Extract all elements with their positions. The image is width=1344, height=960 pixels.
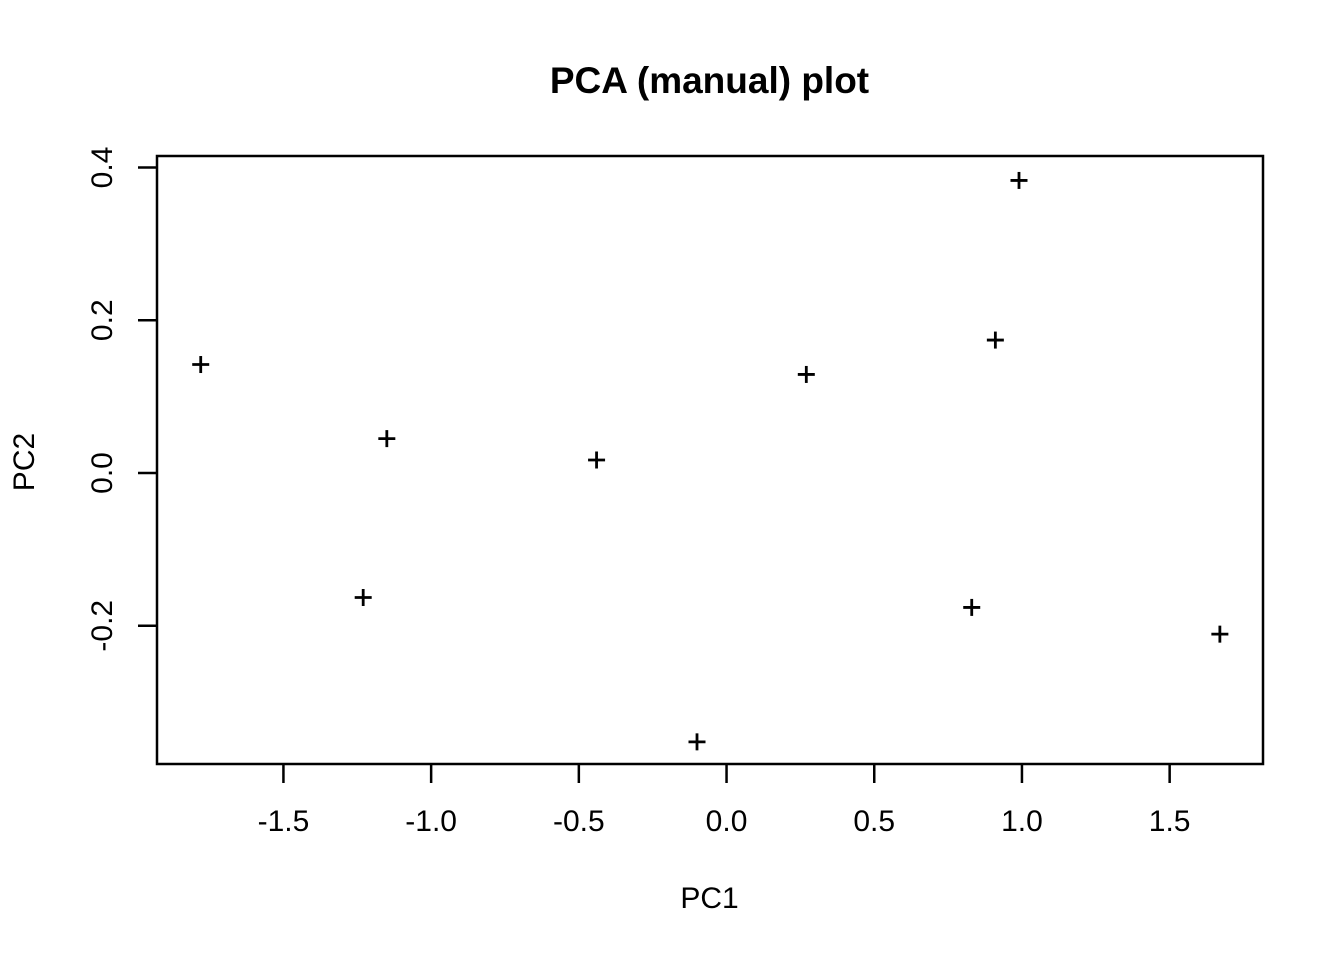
data-point-marker — [963, 598, 981, 616]
x-tick-label: -0.5 — [553, 805, 605, 838]
x-tick-label: 0.0 — [706, 805, 748, 838]
data-point-marker — [1211, 625, 1229, 643]
y-tick-label: 0.2 — [86, 299, 119, 341]
x-axis-label: PC1 — [680, 882, 738, 915]
data-point-marker — [192, 356, 210, 374]
data-point-marker — [1010, 171, 1028, 189]
plot-border — [155, 154, 1265, 766]
x-tick-label: -1.5 — [258, 805, 310, 838]
y-axis-label: PC2 — [8, 433, 41, 491]
y-tick-label: 0.4 — [86, 147, 119, 189]
x-tick-label: -1.0 — [405, 805, 457, 838]
data-point-marker — [797, 365, 815, 383]
chart-title: PCA (manual) plot — [550, 60, 869, 101]
y-tick-label: 0.0 — [86, 452, 119, 494]
x-tick-label: 0.5 — [853, 805, 895, 838]
y-tick-label: -0.2 — [86, 600, 119, 652]
data-point-marker — [354, 588, 372, 606]
x-axis-ticks: -1.5 -1.0 -0.5 0.0 0.5 1.0 1.5 — [258, 764, 1191, 838]
data-points — [192, 171, 1229, 751]
data-point-marker — [378, 430, 396, 448]
x-tick-label: 1.5 — [1149, 805, 1191, 838]
data-point-marker — [688, 733, 706, 751]
y-axis-ticks: -0.2 0.0 0.2 0.4 — [86, 147, 157, 652]
data-point-marker — [588, 451, 606, 469]
data-point-marker — [986, 331, 1004, 349]
x-tick-label: 1.0 — [1001, 805, 1043, 838]
